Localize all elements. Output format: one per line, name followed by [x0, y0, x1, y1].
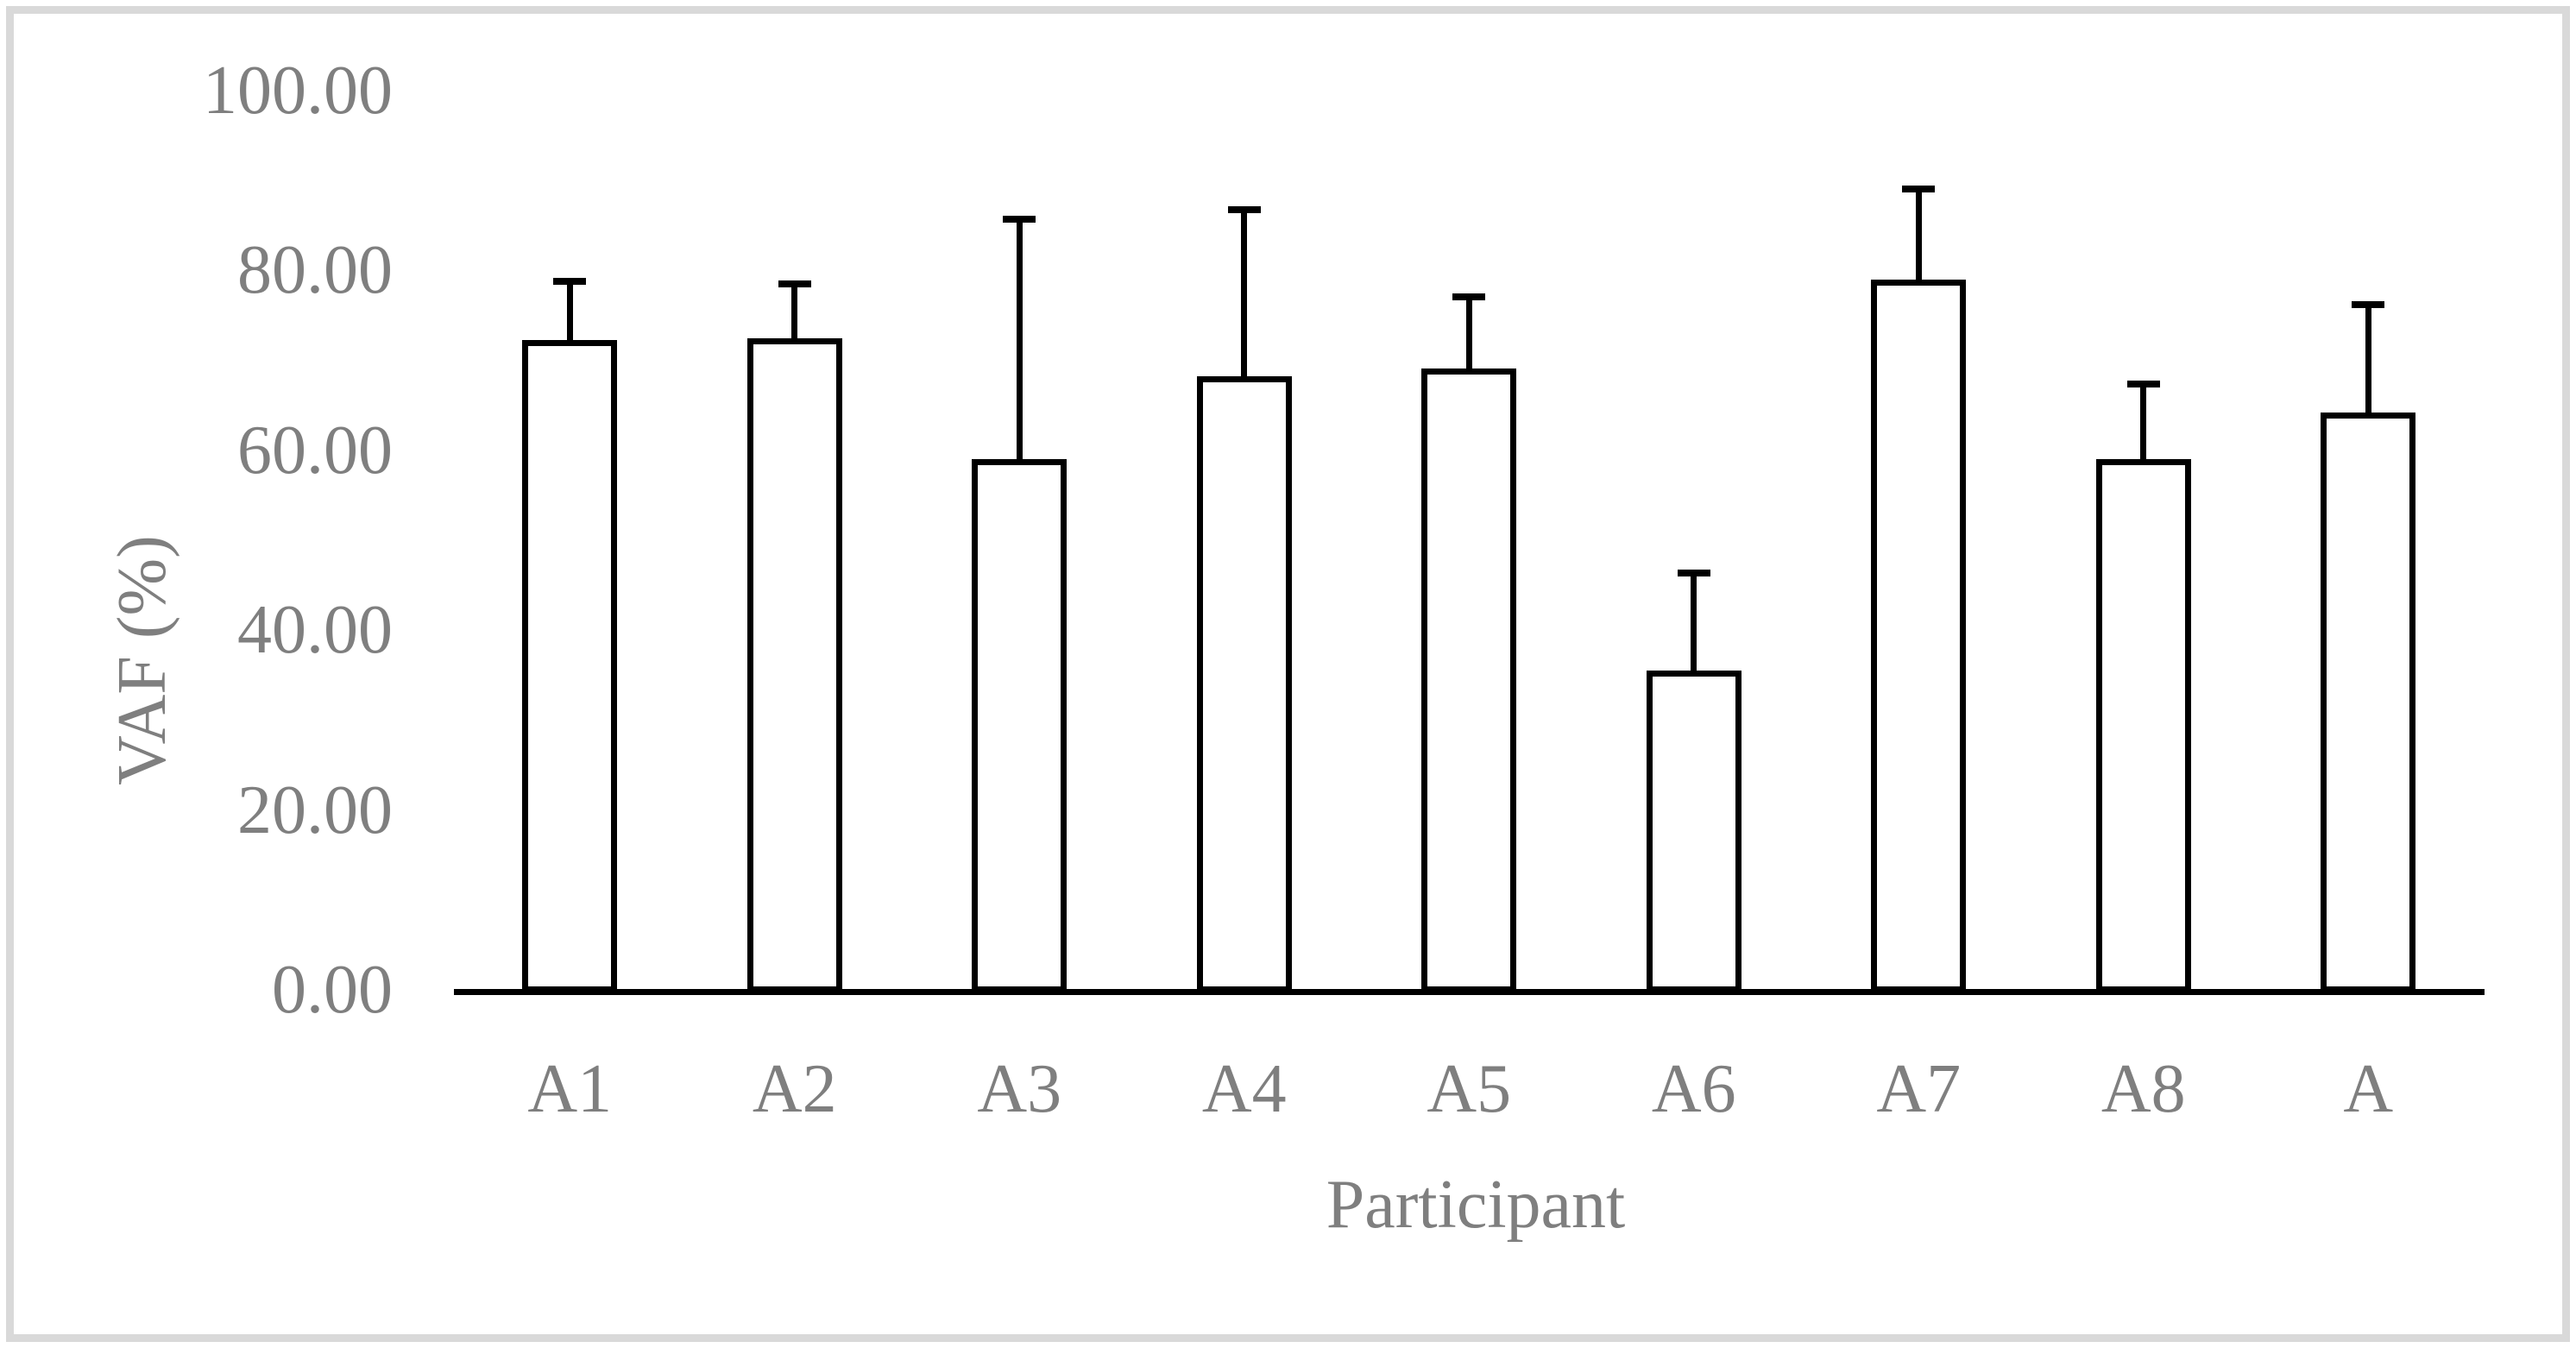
x-tick-label-A7: A7 [1876, 1051, 1962, 1127]
y-tick-label-80.00: 80.00 [237, 232, 393, 309]
bar-A5 [1421, 368, 1517, 992]
error-bar-A [2365, 303, 2371, 419]
y-axis-title: VAF (%) [104, 535, 180, 785]
error-bar-cap-A2 [778, 280, 811, 287]
error-bar-cap-A [2352, 300, 2385, 308]
error-bar-cap-A4 [1227, 206, 1261, 214]
bar-A4 [1196, 376, 1292, 992]
error-bar-cap-A8 [2126, 380, 2160, 387]
x-axis-title: Participant [1326, 1167, 1626, 1243]
y-tick-label-20.00: 20.00 [237, 772, 393, 848]
error-bar-A6 [1691, 572, 1697, 677]
error-bar-cap-A7 [1902, 186, 1936, 193]
bar-A8 [2095, 459, 2191, 992]
error-bar-A8 [2140, 382, 2147, 466]
error-bar-A3 [1016, 217, 1023, 466]
x-tick-label-A1: A1 [527, 1051, 613, 1127]
error-bar-A4 [1241, 209, 1248, 383]
x-tick-label-A5: A5 [1427, 1051, 1512, 1127]
bar-A1 [522, 339, 618, 992]
figure-border [6, 6, 2570, 1342]
bar-A3 [972, 459, 1068, 992]
error-bar-cap-A6 [1677, 570, 1710, 577]
error-bar-A7 [1915, 188, 1922, 286]
y-tick-label-60.00: 60.00 [237, 412, 393, 488]
x-tick-label-A6: A6 [1651, 1051, 1736, 1127]
y-tick-label-40.00: 40.00 [237, 591, 393, 668]
error-bar-cap-A3 [1003, 215, 1036, 223]
bar-A [2321, 412, 2416, 992]
y-tick-label-0.00: 0.00 [272, 951, 393, 1028]
y-tick-label-100.00: 100.00 [203, 52, 393, 129]
x-tick-label-A8: A8 [2100, 1051, 2186, 1127]
error-bar-A2 [791, 282, 798, 345]
error-bar-cap-A5 [1452, 293, 1486, 301]
error-bar-cap-A1 [553, 277, 587, 285]
error-bar-A5 [1465, 296, 1472, 375]
x-tick-label-A3: A3 [977, 1051, 1062, 1127]
bar-A7 [1871, 279, 1967, 992]
x-tick-label-A: A [2343, 1051, 2394, 1127]
x-tick-label-A4: A4 [1201, 1051, 1287, 1127]
bar-A6 [1646, 670, 1741, 992]
error-bar-A1 [566, 280, 573, 346]
bar-A2 [746, 338, 842, 992]
x-tick-label-A2: A2 [752, 1051, 837, 1127]
